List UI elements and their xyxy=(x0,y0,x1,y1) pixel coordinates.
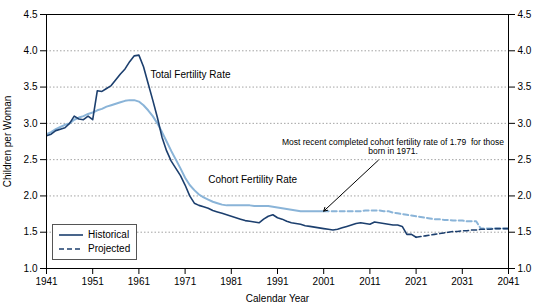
svg-text:3.0: 3.0 xyxy=(24,118,38,129)
svg-text:1961: 1961 xyxy=(128,276,151,287)
svg-text:2011: 2011 xyxy=(359,276,381,287)
svg-text:4.5: 4.5 xyxy=(518,9,532,20)
svg-text:2041: 2041 xyxy=(497,276,520,287)
svg-text:2.5: 2.5 xyxy=(518,154,532,165)
svg-text:3.5: 3.5 xyxy=(24,81,38,92)
svg-text:Calendar Year: Calendar Year xyxy=(246,293,310,304)
svg-text:2.5: 2.5 xyxy=(24,154,38,165)
svg-text:2021: 2021 xyxy=(405,276,428,287)
svg-text:4.0: 4.0 xyxy=(24,45,38,56)
svg-text:2.0: 2.0 xyxy=(24,190,38,201)
svg-text:1.5: 1.5 xyxy=(24,226,38,237)
html-text:Historical: Historical xyxy=(88,229,130,240)
svg-text:Cohort Fertility Rate: Cohort Fertility Rate xyxy=(208,174,297,185)
svg-text:1.0: 1.0 xyxy=(518,263,532,274)
svg-text:4.0: 4.0 xyxy=(518,45,532,56)
svg-text:Children per Woman: Children per Woman xyxy=(2,96,13,188)
svg-text:1971: 1971 xyxy=(174,276,197,287)
svg-text:1941: 1941 xyxy=(35,276,58,287)
html-text:Projected: Projected xyxy=(88,243,131,254)
svg-text:1981: 1981 xyxy=(220,276,243,287)
svg-text:1951: 1951 xyxy=(82,276,105,287)
svg-text:1.5: 1.5 xyxy=(518,226,532,237)
svg-text:2001: 2001 xyxy=(313,276,336,287)
svg-text:3.0: 3.0 xyxy=(518,118,532,129)
svg-text:2.0: 2.0 xyxy=(518,190,532,201)
svg-text:Total Fertility Rate: Total Fertility Rate xyxy=(150,69,230,80)
svg-text:1991: 1991 xyxy=(266,276,289,287)
svg-text:1.0: 1.0 xyxy=(24,263,38,274)
svg-text:Most recent completed cohort f: Most recent completed cohort fertility r… xyxy=(282,137,504,156)
svg-text:4.5: 4.5 xyxy=(24,9,38,20)
svg-text:3.5: 3.5 xyxy=(518,81,532,92)
svg-text:2031: 2031 xyxy=(451,276,474,287)
